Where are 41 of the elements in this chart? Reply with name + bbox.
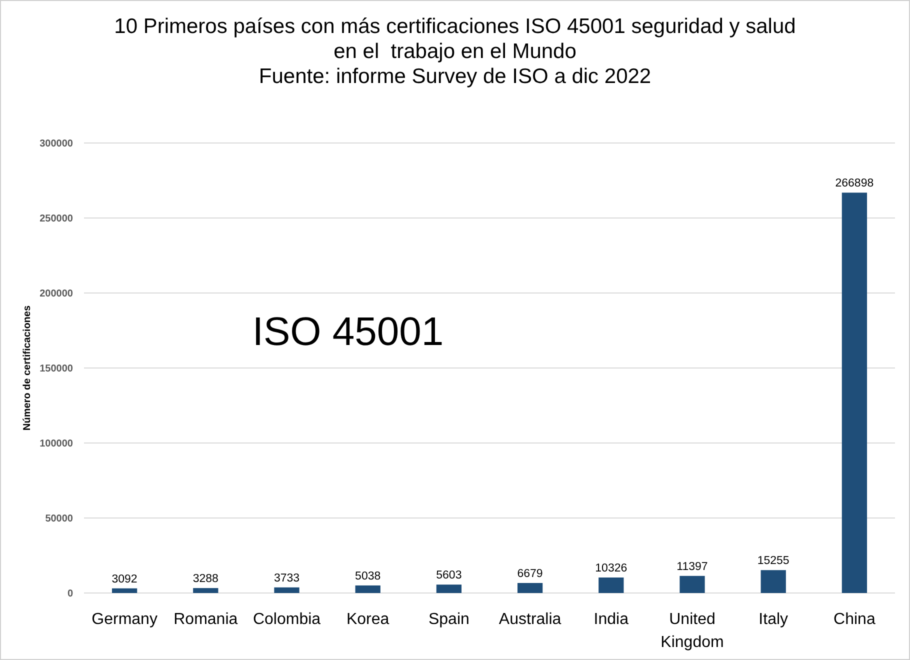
data-label: 5038 bbox=[355, 570, 381, 582]
x-tick-label: Spain bbox=[428, 611, 470, 628]
bar bbox=[760, 570, 786, 593]
x-tick-label: United Kingdom bbox=[660, 611, 724, 651]
y-tick-label: 200000 bbox=[40, 288, 74, 300]
x-tick-label: Korea bbox=[346, 611, 390, 628]
x-tick-label: China bbox=[834, 611, 876, 628]
bar bbox=[436, 584, 462, 593]
bar bbox=[355, 585, 380, 593]
chart-subtitle: Fuente: informe Survey de ISO a dic 2022 bbox=[258, 65, 652, 88]
x-tick-label: Romania bbox=[174, 611, 238, 628]
data-label: 6679 bbox=[517, 568, 543, 580]
data-label: 11397 bbox=[676, 560, 708, 573]
y-tick-label: 250000 bbox=[40, 214, 74, 224]
y-axis-title: Número de certificaciones bbox=[22, 305, 33, 431]
y-tick-label: 50000 bbox=[45, 514, 74, 524]
y-tick-label: 150000 bbox=[40, 364, 74, 374]
data-label: 3733 bbox=[274, 572, 300, 584]
data-label: 15255 bbox=[757, 555, 790, 568]
annotation: ISO 45001 bbox=[252, 310, 444, 354]
y-tick-label: 300000 bbox=[40, 138, 74, 150]
y-tick-label: 100000 bbox=[40, 438, 74, 450]
x-tick-label: India bbox=[594, 611, 629, 628]
bar bbox=[517, 582, 543, 593]
x-tick-label: Italy bbox=[758, 611, 788, 628]
bar bbox=[274, 587, 300, 593]
bar bbox=[680, 576, 705, 593]
data-label: 3288 bbox=[192, 573, 218, 586]
bar bbox=[193, 588, 218, 593]
y-tick-label: 0 bbox=[67, 588, 74, 600]
x-tick-label: Colombia bbox=[252, 611, 321, 628]
data-label: 5603 bbox=[436, 570, 462, 582]
data-label: 3092 bbox=[112, 573, 138, 586]
bar bbox=[842, 192, 868, 593]
bar bbox=[112, 588, 138, 593]
chart-title: 10 Primeros países con más certificaciones ISO 45001 seguridad y salud en el trabajo en el Mundo bbox=[114, 15, 796, 63]
x-tick-label: Germany bbox=[92, 611, 158, 628]
data-label: 10326 bbox=[595, 562, 628, 575]
x-tick-label: Australia bbox=[498, 611, 562, 628]
data-label: 266898 bbox=[835, 178, 874, 190]
bar bbox=[598, 578, 624, 593]
